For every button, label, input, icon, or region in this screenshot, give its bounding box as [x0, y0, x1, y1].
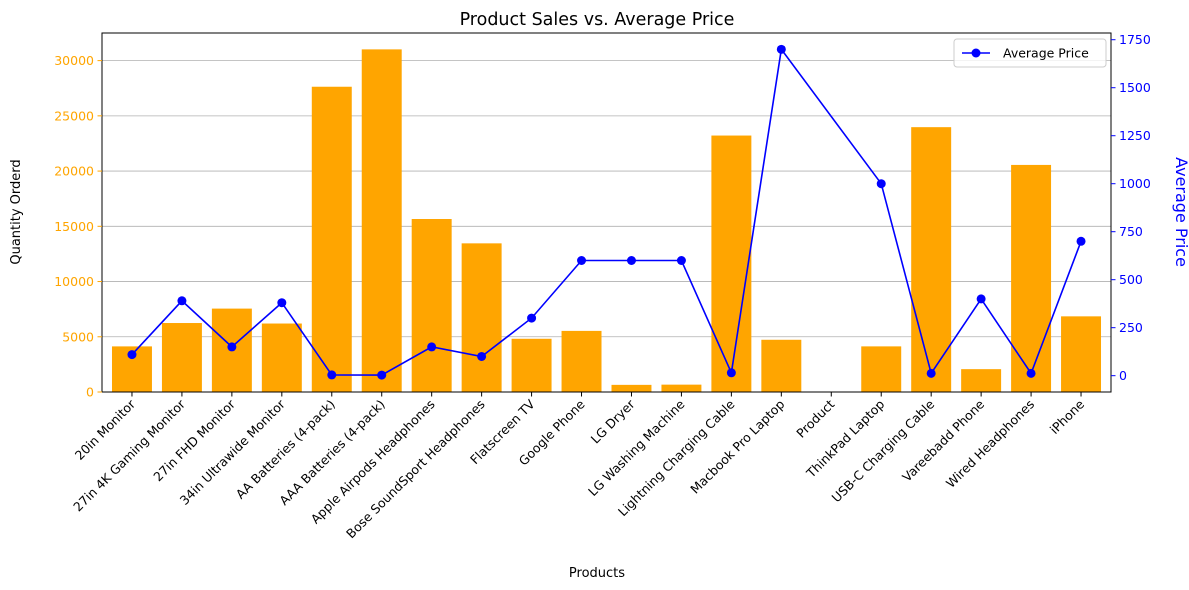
right-tick-label: 1500	[1119, 80, 1151, 95]
bar	[761, 339, 802, 392]
legend-label: Average Price	[1003, 46, 1089, 61]
bar	[161, 323, 202, 392]
line-point	[527, 313, 537, 323]
line-point	[327, 370, 337, 380]
bar	[261, 323, 302, 392]
line-point	[477, 351, 487, 361]
bar-series	[111, 49, 1102, 393]
right-tick-label: 250	[1119, 320, 1143, 335]
right-tick-label: 1750	[1119, 32, 1151, 47]
right-tick-label: 750	[1119, 224, 1143, 239]
x-tick-label: Macbook Pro Laptop	[687, 396, 787, 496]
line-point	[676, 255, 686, 265]
bar	[661, 384, 702, 392]
legend-box	[953, 38, 1107, 68]
x-tick-label: Wired Headphones	[943, 397, 1037, 491]
bar	[1061, 316, 1102, 392]
bar	[1011, 164, 1052, 392]
line-point	[726, 368, 736, 378]
left-axis: 0 5000 10000 15000 20000 25000 30000	[54, 53, 102, 400]
line-point	[127, 350, 137, 360]
line-series	[127, 44, 1086, 380]
bar	[711, 135, 752, 392]
bar	[361, 49, 402, 393]
x-axis-label: Products	[569, 566, 625, 581]
line-point	[876, 179, 886, 189]
x-tick-label: Product	[793, 396, 837, 440]
line-point	[1026, 368, 1036, 378]
line-point	[1076, 236, 1086, 246]
left-tick-label: 5000	[62, 329, 94, 344]
line-point	[976, 294, 986, 304]
bar	[611, 384, 652, 392]
line-point	[177, 296, 187, 306]
right-tick-label: 500	[1119, 272, 1143, 287]
left-tick-label: 20000	[54, 164, 94, 179]
line-point	[227, 342, 237, 352]
bar	[861, 346, 902, 392]
left-axis-label: Quantity Orderd	[9, 159, 24, 264]
legend: Average Price	[953, 38, 1107, 68]
line-point	[577, 255, 587, 265]
right-axis: 0 250 500 750 1000 1250 1500 1750	[1111, 32, 1151, 383]
bar	[311, 86, 352, 393]
legend-marker-swatch	[971, 48, 981, 58]
bar	[511, 338, 552, 392]
right-tick-label: 0	[1119, 368, 1127, 383]
line-point	[377, 370, 387, 380]
right-axis-label: Average Price	[1172, 157, 1189, 267]
bar	[911, 127, 952, 393]
left-tick-label: 10000	[54, 274, 94, 289]
line-point	[926, 368, 936, 378]
bar	[961, 369, 1002, 392]
right-tick-label: 1000	[1119, 176, 1151, 191]
line-point	[427, 342, 437, 352]
line-point	[626, 255, 636, 265]
left-tick-label: 25000	[54, 108, 94, 123]
left-tick-label: 0	[86, 385, 94, 400]
bar	[461, 243, 502, 392]
x-tick-label: iPhone	[1047, 396, 1088, 437]
left-tick-label: 30000	[54, 53, 94, 68]
plot-frame	[101, 32, 1112, 393]
bar	[411, 219, 452, 392]
left-tick-label: 15000	[54, 219, 94, 234]
x-tick-label: LG Washing Machine	[585, 396, 688, 499]
x-tick-label: AA Batteries (4-pack)	[233, 397, 338, 502]
plot-border	[101, 32, 1112, 393]
bar	[561, 330, 602, 392]
gridlines	[102, 60, 1111, 393]
right-tick-label: 1250	[1119, 128, 1151, 143]
line-point	[776, 44, 786, 54]
chart-title: Product Sales vs. Average Price	[460, 10, 735, 30]
line-point	[277, 298, 287, 308]
x-tick-label: LG Dryer	[588, 396, 639, 447]
